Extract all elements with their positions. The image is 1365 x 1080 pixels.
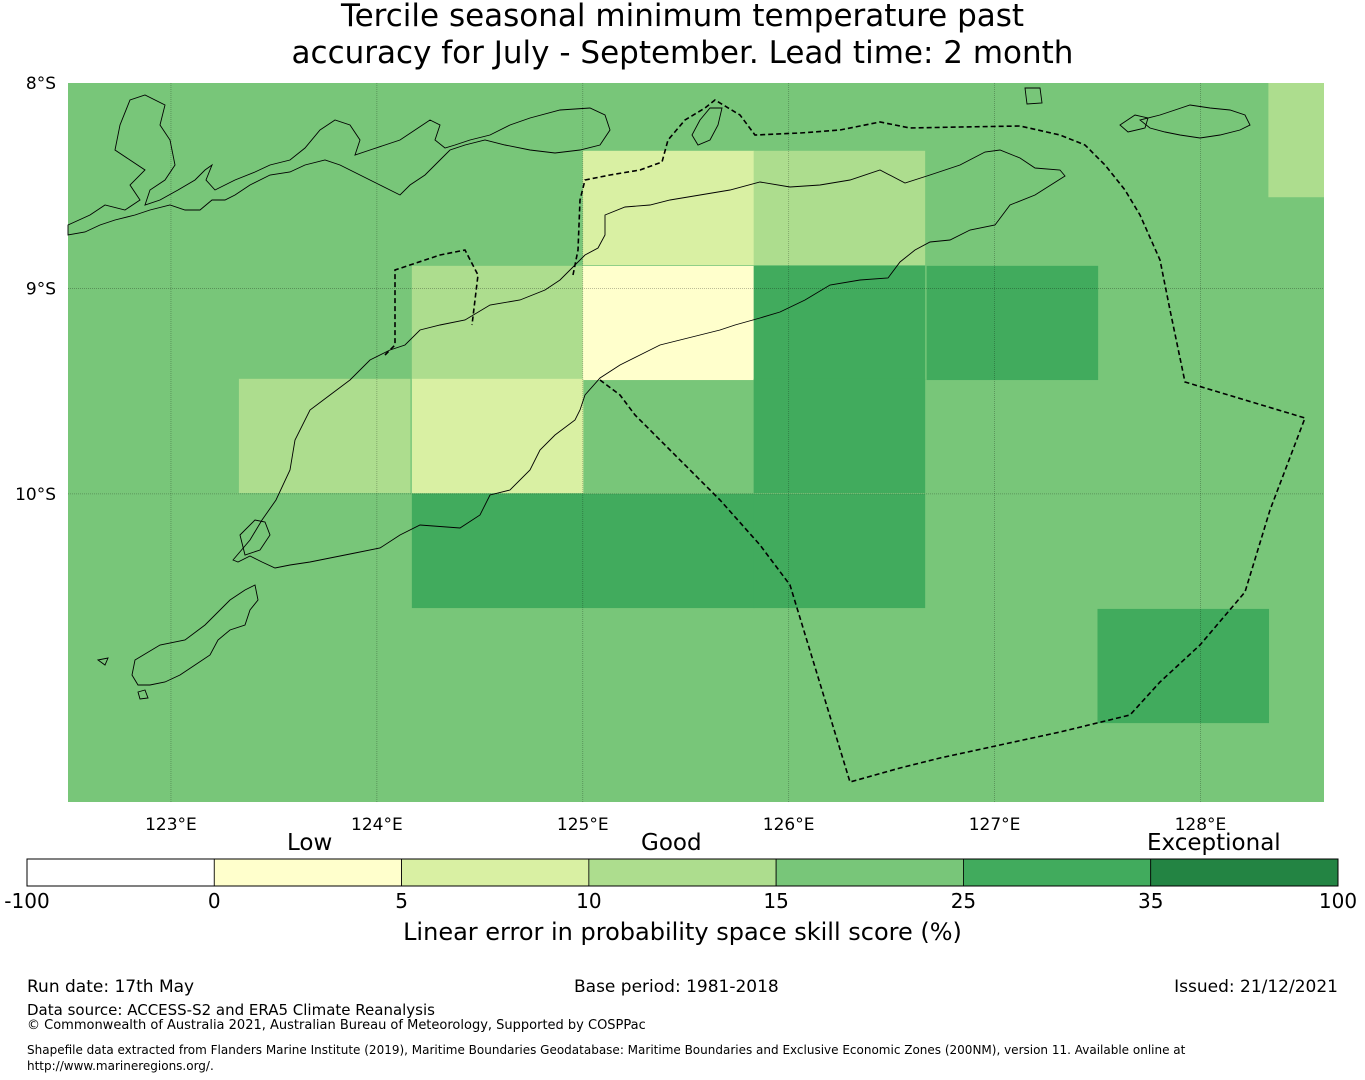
skill-cell: [753, 265, 926, 381]
legend-category-exceptional: Exceptional: [1147, 830, 1281, 856]
longitude-label: 124°E: [351, 815, 403, 835]
longitude-label: 128°E: [1175, 815, 1227, 835]
colorbar-outline: [26, 858, 1339, 887]
colorbar-tick-label: 35: [1137, 889, 1164, 913]
footer-copyright: © Commonwealth of Australia 2021, Austra…: [27, 1018, 646, 1033]
skill-cell: [411, 378, 584, 494]
footer-shapefile-line-2: http://www.marineregions.org/.: [27, 1059, 214, 1073]
colorbar-segment: [213, 858, 402, 887]
colorbar-segment: [775, 858, 964, 887]
longitude-label: 125°E: [557, 815, 609, 835]
longitude-label: 127°E: [969, 815, 1021, 835]
map-axis-labels: 123°E 124°E 125°E 126°E 127°E 128°E 8°S 9°S 10°S: [15, 74, 1226, 835]
legend-category-good: Good: [641, 830, 702, 856]
eez-boundary: [384, 99, 1307, 783]
skill-cell: [238, 378, 411, 494]
footer-run-date: Run date: 17th May: [27, 977, 195, 997]
skill-cell: [582, 265, 755, 381]
legend-category-low: Low: [287, 830, 333, 856]
skill-cell: [582, 493, 755, 609]
coastline-sumba: [131, 584, 259, 686]
footer-base-period: Base period: 1981-2018: [574, 977, 779, 997]
colorbar-tick-label: 10: [576, 889, 602, 913]
graticule: [68, 83, 1324, 802]
colorbar-tick-label: 5: [395, 889, 408, 913]
coastline-islet-1: [96, 657, 109, 666]
eez-boundary-timor-leste: [384, 99, 1307, 783]
skill-cell: [753, 150, 926, 266]
colorbar-tick-label: -100: [4, 889, 50, 913]
footer-shapefile-line-1: Shapefile data extracted from Flanders M…: [27, 1043, 1186, 1057]
footer-issued: Issued: 21/12/2021: [1174, 977, 1338, 997]
footer-data-source: Data source: ACCESS-S2 and ERA5 Climate …: [27, 1001, 435, 1019]
longitude-label: 126°E: [763, 815, 815, 835]
coastline-rote: [239, 519, 271, 556]
coastline-island-small-1: [1024, 87, 1043, 105]
longitude-label: 123°E: [145, 815, 197, 835]
latitude-label: 10°S: [15, 485, 56, 505]
colorbar-segment: [1150, 858, 1339, 887]
colorbar-label: Linear error in probability space skill …: [403, 918, 962, 946]
skill-cell: [753, 493, 926, 609]
colorbar-tick-label: 100: [1318, 889, 1358, 913]
coastline-flores: [67, 94, 611, 236]
coastline-timor: [232, 149, 1066, 569]
skill-cell: [411, 493, 584, 609]
skill-cell: [926, 265, 1099, 381]
coastlines: [67, 87, 1251, 700]
latitude-label: 9°S: [26, 279, 56, 299]
coastline-wetar: [1139, 104, 1251, 139]
chart-title-line-2: accuracy for July - September. Lead time…: [291, 35, 1074, 71]
coastline-atauro: [691, 107, 723, 146]
skill-cell: [582, 150, 755, 266]
chart-title-line-1: Tercile seasonal minimum temperature pas…: [340, 0, 1025, 34]
skill-cell: [1097, 608, 1270, 724]
colorbar-tick-label: 15: [763, 889, 789, 913]
latitude-label: 8°S: [26, 74, 56, 94]
coastline-island-small-2: [1119, 114, 1149, 133]
colorbar-tick-label: 25: [950, 889, 977, 913]
skill-cells: [68, 83, 1324, 802]
skill-cell: [753, 378, 926, 494]
skill-cell: [1268, 83, 1324, 198]
colorbar-segment: [588, 858, 777, 887]
coastline-islet-2: [137, 689, 149, 700]
colorbar-segment: [401, 858, 590, 887]
colorbar-tick-label: 0: [207, 889, 221, 913]
colorbar: [26, 858, 1339, 887]
skill-cell: [411, 265, 584, 381]
colorbar-segment: [963, 858, 1152, 887]
colorbar-segment: [26, 858, 215, 887]
